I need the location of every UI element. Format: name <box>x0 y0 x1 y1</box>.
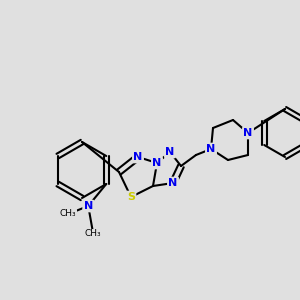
Text: N: N <box>165 147 175 157</box>
Text: N: N <box>206 144 216 154</box>
Text: S: S <box>127 192 135 202</box>
Text: N: N <box>152 158 162 168</box>
Text: CH₃: CH₃ <box>60 209 76 218</box>
Text: N: N <box>134 152 142 162</box>
Text: N: N <box>84 201 93 211</box>
Text: N: N <box>168 178 178 188</box>
Text: N: N <box>243 128 253 138</box>
Text: CH₃: CH₃ <box>85 230 102 238</box>
